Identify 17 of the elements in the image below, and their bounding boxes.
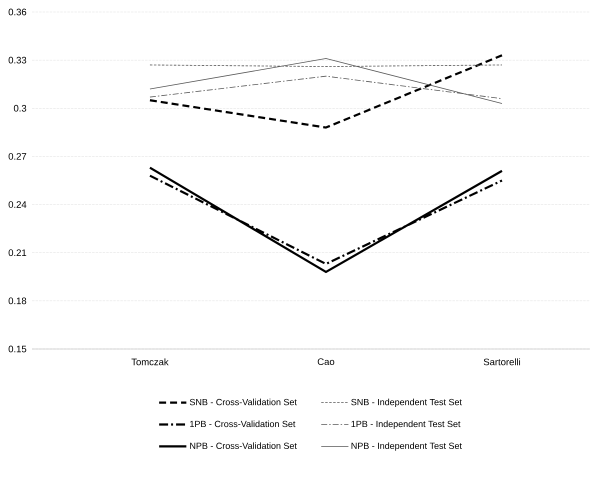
y-tick-label: 0.33 — [8, 56, 26, 64]
x-tick-label: Sartorelli — [484, 358, 520, 366]
y-tick-label: 0.15 — [8, 346, 26, 352]
y-tick-label: 0.27 — [8, 153, 26, 160]
legend-label: 1PB - Independent Test Set — [352, 420, 460, 429]
y-tick-label: 0.3 — [14, 104, 26, 112]
legend-label: NPB - Independent Test Set — [352, 442, 462, 451]
y-tick-label: 0.24 — [8, 201, 26, 208]
x-tick-label: Tomczak — [131, 358, 169, 366]
x-tick-label: Cao — [318, 358, 334, 366]
legend-label: SNB - Cross-Validation Set — [190, 398, 297, 406]
legend-label: NPB - Cross-Validation Set — [190, 442, 297, 449]
y-tick-label: 0.36 — [8, 8, 26, 16]
y-tick-label: 0.21 — [8, 249, 26, 256]
legend-label: 1PB - Cross-Validation Set — [190, 420, 296, 428]
y-tick-label: 0.18 — [8, 298, 26, 304]
legend-label: SNB - Independent Test Set — [351, 398, 462, 408]
